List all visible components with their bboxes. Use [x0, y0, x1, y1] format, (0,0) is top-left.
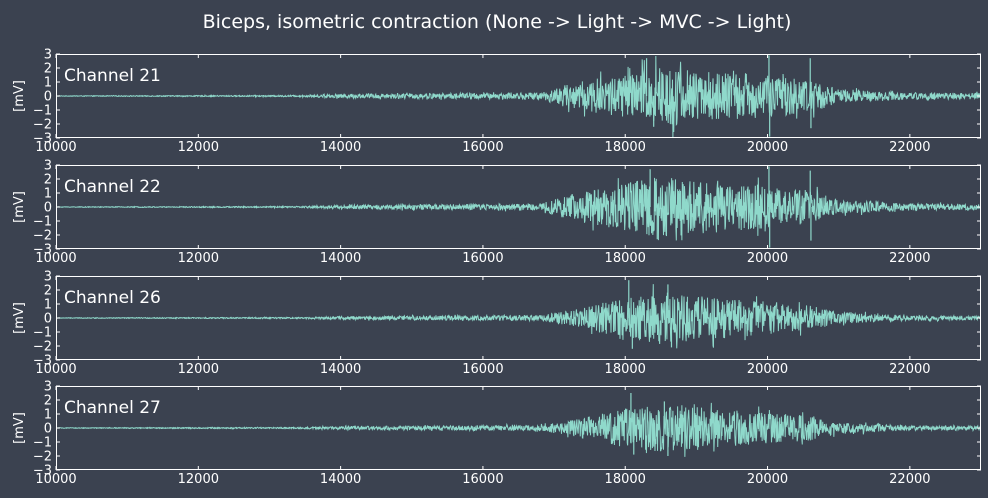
x-tick-label: 10000: [35, 251, 76, 266]
y-tick-label: 0: [44, 312, 52, 327]
x-tick-label: 20000: [747, 362, 788, 377]
x-tick-label: 20000: [747, 251, 788, 266]
x-tick-label: 22000: [889, 251, 930, 266]
signal-trace: [56, 284, 981, 349]
x-tick-label: 10000: [35, 140, 76, 155]
x-tick-label: 12000: [178, 251, 219, 266]
y-tick-label: 3: [44, 380, 52, 395]
x-tick-label: 16000: [462, 140, 503, 155]
y-tick-label: −3: [33, 243, 52, 258]
y-tick-label: −3: [33, 354, 52, 369]
y-tick-label: −2: [33, 229, 52, 244]
signal-trace: [56, 402, 981, 457]
y-tick-label: −2: [33, 118, 52, 133]
x-tick-label: 14000: [320, 140, 361, 155]
y-tick-label: 1: [44, 76, 52, 91]
y-tick-label: −3: [33, 464, 52, 479]
signal-trace: [56, 177, 981, 241]
figure-title: Biceps, isometric contraction (None -> L…: [203, 11, 792, 33]
x-tick-label: 12000: [178, 362, 219, 377]
channel-label: Channel 26: [64, 288, 161, 308]
y-tick-label: 2: [44, 173, 52, 188]
y-tick-label: 0: [44, 90, 52, 105]
y-tick-label: −2: [33, 450, 52, 465]
x-tick-label: 10000: [35, 472, 76, 487]
x-tick-label: 12000: [178, 472, 219, 487]
y-tick-label: 2: [44, 62, 52, 77]
y-axis-label: [mV]: [12, 191, 27, 223]
y-tick-label: −1: [33, 104, 52, 119]
panel-channel-2: 10000 12000 14000 16000 18000 20000 220003210−…: [12, 270, 981, 377]
y-axis-label: [mV]: [12, 302, 27, 334]
y-tick-label: 2: [44, 394, 52, 409]
y-tick-label: −2: [33, 340, 52, 355]
channel-label: Channel 27: [64, 398, 161, 418]
x-tick-label: 18000: [605, 140, 646, 155]
x-tick-label: 22000: [889, 140, 930, 155]
y-tick-label: 1: [44, 408, 52, 423]
y-tick-label: 0: [44, 422, 52, 437]
x-tick-label: 16000: [462, 362, 503, 377]
x-tick-label: 14000: [320, 472, 361, 487]
channel-label: Channel 22: [64, 177, 161, 197]
channel-label: Channel 21: [64, 66, 161, 86]
x-tick-label: 14000: [320, 362, 361, 377]
y-axis-label: [mV]: [12, 80, 27, 112]
x-tick-label: 18000: [605, 472, 646, 487]
panel-channel-0: 10000 12000 14000 16000 18000 20000 220003210−…: [12, 48, 981, 155]
signal-trace: [56, 56, 981, 138]
y-tick-label: 3: [44, 159, 52, 174]
panel-channel-1: 10000 12000 14000 16000 18000 20000 220003210−…: [12, 159, 981, 266]
x-tick-label: 18000: [605, 251, 646, 266]
y-tick-label: 0: [44, 201, 52, 216]
x-tick-label: 22000: [889, 472, 930, 487]
x-tick-label: 18000: [605, 362, 646, 377]
y-tick-label: −3: [33, 132, 52, 147]
x-tick-label: 14000: [320, 251, 361, 266]
y-tick-label: 1: [44, 298, 52, 313]
y-tick-label: −1: [33, 436, 52, 451]
y-tick-label: −1: [33, 326, 52, 341]
x-tick-label: 12000: [178, 140, 219, 155]
x-tick-label: 16000: [462, 251, 503, 266]
x-tick-label: 20000: [747, 140, 788, 155]
y-tick-label: 1: [44, 187, 52, 202]
panels-group: 10000 12000 14000 16000 18000 20000 220003210−…: [12, 48, 981, 487]
x-tick-label: 10000: [35, 362, 76, 377]
y-tick-label: 3: [44, 48, 52, 63]
y-tick-label: 3: [44, 270, 52, 285]
x-tick-label: 22000: [889, 362, 930, 377]
y-tick-label: 2: [44, 284, 52, 299]
panel-channel-3: 10000 12000 14000 16000 18000 20000 220003210−…: [12, 380, 981, 487]
x-tick-label: 16000: [462, 472, 503, 487]
y-axis-label: [mV]: [12, 412, 27, 444]
y-tick-label: −1: [33, 215, 52, 230]
x-tick-label: 20000: [747, 472, 788, 487]
